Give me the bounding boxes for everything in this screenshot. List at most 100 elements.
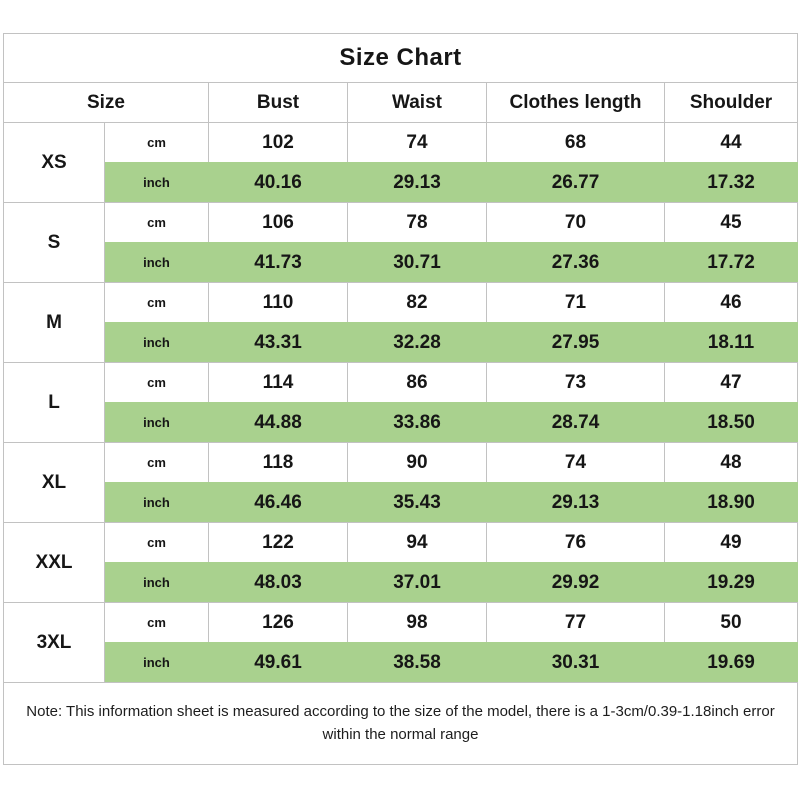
cell-l-shoulder-inch: 18.50 [664, 402, 798, 443]
header-size: Size [3, 82, 209, 123]
unit-label-cm: cm [104, 522, 209, 563]
size-label-l: L [3, 362, 105, 443]
cell-3xl-length-cm: 77 [486, 602, 665, 643]
unit-label-cm: cm [104, 442, 209, 483]
size-label-xxl: XXL [3, 522, 105, 603]
cell-xl-bust-inch: 46.46 [208, 482, 348, 523]
cell-xs-length-cm: 68 [486, 122, 665, 163]
unit-label-inch: inch [104, 322, 209, 363]
cell-m-bust-inch: 43.31 [208, 322, 348, 363]
cell-s-bust-cm: 106 [208, 202, 348, 243]
table-row-xxl-cm: XXL cm 122 94 76 49 [3, 522, 798, 603]
cell-s-shoulder-inch: 17.72 [664, 242, 798, 283]
cell-xxl-bust-cm: 122 [208, 522, 348, 563]
cell-m-shoulder-cm: 46 [664, 282, 798, 323]
unit-label-cm: cm [104, 282, 209, 323]
cell-xs-waist-cm: 74 [347, 122, 487, 163]
title-row: Size Chart [3, 33, 798, 83]
cell-xxl-bust-inch: 48.03 [208, 562, 348, 603]
header-row: Size Bust Waist Clothes length Shoulder [3, 82, 798, 123]
size-label-s: S [3, 202, 105, 283]
cell-xs-shoulder-cm: 44 [664, 122, 798, 163]
cell-m-length-cm: 71 [486, 282, 665, 323]
cell-xxl-shoulder-cm: 49 [664, 522, 798, 563]
cell-l-bust-cm: 114 [208, 362, 348, 403]
unit-label-cm: cm [104, 362, 209, 403]
cell-xs-length-inch: 26.77 [486, 162, 665, 203]
cell-s-length-cm: 70 [486, 202, 665, 243]
cell-xl-bust-cm: 118 [208, 442, 348, 483]
cell-s-waist-inch: 30.71 [347, 242, 487, 283]
cell-s-waist-cm: 78 [347, 202, 487, 243]
unit-label-inch: inch [104, 242, 209, 283]
cell-xxl-waist-inch: 37.01 [347, 562, 487, 603]
size-label-m: M [3, 282, 105, 363]
unit-label-cm: cm [104, 202, 209, 243]
size-label-xl: XL [3, 442, 105, 523]
table-row-m-cm: M cm 110 82 71 46 [3, 282, 798, 363]
cell-3xl-shoulder-cm: 50 [664, 602, 798, 643]
table-row-xxl-inch: inch 48.03 37.01 29.92 19.29 [4, 562, 798, 603]
cell-l-length-cm: 73 [486, 362, 665, 403]
table-row-xs-inch: inch 40.16 29.13 26.77 17.32 [4, 162, 798, 203]
measurement-note: Note: This information sheet is measured… [3, 682, 798, 765]
cell-l-length-inch: 28.74 [486, 402, 665, 443]
header-waist: Waist [347, 82, 487, 123]
chart-title: Size Chart [3, 33, 798, 83]
cell-m-bust-cm: 110 [208, 282, 348, 323]
cell-xl-shoulder-inch: 18.90 [664, 482, 798, 523]
unit-label-cm: cm [104, 122, 209, 163]
unit-label-inch: inch [104, 642, 209, 683]
note-row: Note: This information sheet is measured… [3, 682, 798, 765]
unit-label-inch: inch [104, 162, 209, 203]
cell-s-length-inch: 27.36 [486, 242, 665, 283]
cell-m-waist-cm: 82 [347, 282, 487, 323]
cell-xl-shoulder-cm: 48 [664, 442, 798, 483]
table-row-3xl-inch: inch 49.61 38.58 30.31 19.69 [4, 642, 798, 683]
cell-xl-waist-cm: 90 [347, 442, 487, 483]
cell-3xl-shoulder-inch: 19.69 [664, 642, 798, 683]
unit-label-inch: inch [104, 562, 209, 603]
cell-m-waist-inch: 32.28 [347, 322, 487, 363]
header-clothes-length: Clothes length [486, 82, 665, 123]
table-row-s-cm: S cm 106 78 70 45 [3, 202, 798, 283]
header-shoulder: Shoulder [664, 82, 798, 123]
cell-xxl-length-cm: 76 [486, 522, 665, 563]
cell-3xl-bust-inch: 49.61 [208, 642, 348, 683]
table-row-xl-cm: XL cm 118 90 74 48 [3, 442, 798, 523]
table-row-3xl-cm: 3XL cm 126 98 77 50 [3, 602, 798, 683]
cell-3xl-waist-cm: 98 [347, 602, 487, 643]
cell-l-bust-inch: 44.88 [208, 402, 348, 443]
cell-m-length-inch: 27.95 [486, 322, 665, 363]
cell-m-shoulder-inch: 18.11 [664, 322, 798, 363]
unit-label-inch: inch [104, 482, 209, 523]
cell-xxl-shoulder-inch: 19.29 [664, 562, 798, 603]
unit-label-inch: inch [104, 402, 209, 443]
cell-xl-length-cm: 74 [486, 442, 665, 483]
cell-xs-shoulder-inch: 17.32 [664, 162, 798, 203]
unit-label-cm: cm [104, 602, 209, 643]
cell-xxl-length-inch: 29.92 [486, 562, 665, 603]
cell-xs-bust-cm: 102 [208, 122, 348, 163]
cell-xl-length-inch: 29.13 [486, 482, 665, 523]
cell-xxl-waist-cm: 94 [347, 522, 487, 563]
table-row-xs-cm: XS cm 102 74 68 44 [3, 122, 798, 203]
cell-l-waist-inch: 33.86 [347, 402, 487, 443]
size-label-xs: XS [3, 122, 105, 203]
size-label-3xl: 3XL [3, 602, 105, 683]
table-row-xl-inch: inch 46.46 35.43 29.13 18.90 [4, 482, 798, 523]
table-row-l-inch: inch 44.88 33.86 28.74 18.50 [4, 402, 798, 443]
cell-3xl-length-inch: 30.31 [486, 642, 665, 683]
table-row-m-inch: inch 43.31 32.28 27.95 18.11 [4, 322, 798, 363]
cell-s-bust-inch: 41.73 [208, 242, 348, 283]
cell-xl-waist-inch: 35.43 [347, 482, 487, 523]
cell-xs-bust-inch: 40.16 [208, 162, 348, 203]
cell-xs-waist-inch: 29.13 [347, 162, 487, 203]
cell-l-shoulder-cm: 47 [664, 362, 798, 403]
cell-s-shoulder-cm: 45 [664, 202, 798, 243]
cell-3xl-waist-inch: 38.58 [347, 642, 487, 683]
cell-l-waist-cm: 86 [347, 362, 487, 403]
header-bust: Bust [208, 82, 348, 123]
size-chart-table: Size Chart Size Bust Waist Clothes lengt… [3, 33, 798, 765]
